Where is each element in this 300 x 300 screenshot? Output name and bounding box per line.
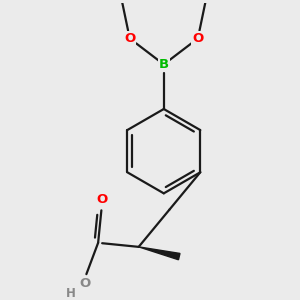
Text: O: O [124, 32, 135, 45]
Text: O: O [192, 32, 203, 45]
Text: O: O [97, 193, 108, 206]
Text: O: O [80, 277, 91, 290]
Polygon shape [139, 247, 180, 260]
Text: B: B [159, 58, 169, 71]
Text: H: H [66, 286, 76, 300]
